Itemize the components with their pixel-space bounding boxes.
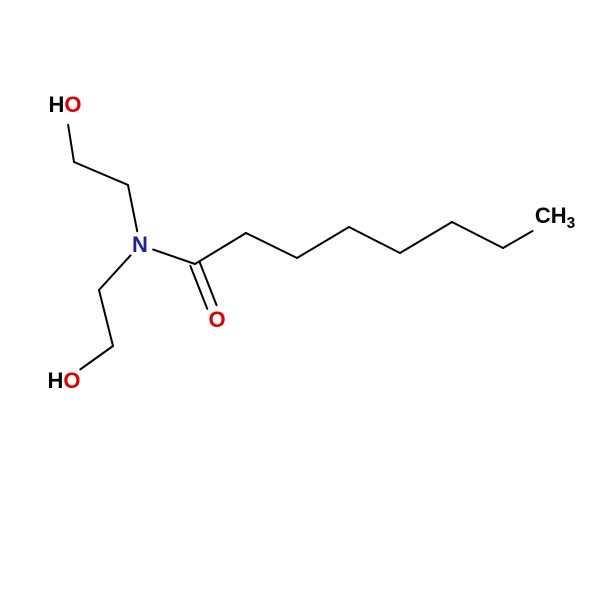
molecule-diagram: CH3 O N HO HO [0,0,600,600]
bond-layer [0,0,600,600]
atom-label-n: N [132,232,148,258]
atom-label-o_dbl: O [208,307,225,333]
atom-label-ch3: CH3 [535,203,575,233]
atom-label-ho_dn: HO [47,368,80,394]
atom-label-ho_up: HO [48,92,81,118]
